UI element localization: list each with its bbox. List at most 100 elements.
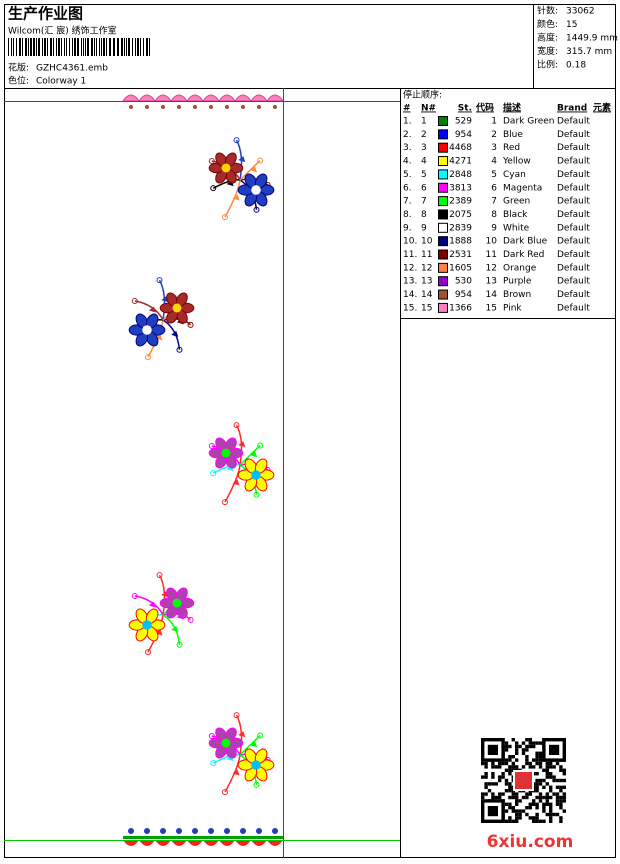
color-swatch [438,142,448,153]
qr-module [532,816,536,820]
qr-module [504,744,509,749]
stem [239,159,261,181]
brand: Default [557,170,590,180]
row-index: 6. [403,183,412,193]
band [219,836,235,839]
qr-module [501,761,505,766]
stem [147,319,164,358]
bar-stripe [143,38,144,56]
flower-center [221,448,231,458]
qr-module [515,809,519,813]
qr-module [518,812,522,817]
needle: 2 [421,130,427,140]
qr-module [559,799,563,803]
scallop [139,840,155,846]
qr-module [549,761,553,766]
bar-stripe [13,38,14,56]
qr-module [559,768,563,772]
qr-module [535,741,539,745]
qr-module [481,792,485,796]
qr-module [528,765,532,769]
flower-center [251,185,261,195]
bead [145,105,149,109]
qr-module [504,758,509,762]
stitches: 2848 [449,170,472,180]
qr-module [521,741,526,745]
qr-module [484,761,488,766]
qr-module [491,765,495,769]
qr-module [498,795,502,800]
qr-module [555,802,560,806]
band [155,836,171,839]
needle: 12 [421,263,432,273]
qr-module [528,802,532,806]
stitches: 2531 [449,250,472,260]
qr-finder [487,744,498,755]
stem [224,754,241,793]
qr-module [508,806,512,810]
leaf [238,441,246,448]
bar-stripe [61,38,62,56]
bead [176,828,182,834]
color-swatch [438,196,448,207]
qr-module [521,748,526,752]
curl [233,137,240,144]
bar-stripe [94,38,95,56]
row-index: 7. [403,197,412,207]
qr-module [535,761,539,766]
column-header: 描述 [503,102,521,114]
qr-module [545,775,549,779]
qr-module [535,806,539,810]
stem [134,595,164,616]
qr-module [532,741,536,745]
qr-module [487,782,492,786]
frame [4,4,616,858]
color-swatch [438,222,448,233]
leaf [171,625,179,632]
column-header: 元素 [593,102,611,114]
qr-module [504,778,509,783]
description: Purple [503,277,532,287]
qr-module [515,799,519,803]
stamp [515,772,532,789]
qr-module [481,795,485,800]
scallop [187,840,203,846]
curl [210,760,217,767]
qr-module [538,751,543,755]
stitches: 954 [455,290,472,300]
qr-module [559,816,563,820]
qr-module [532,765,536,769]
code: 7 [491,197,497,207]
qr-module [538,758,543,762]
info-label: 针数: [537,5,558,17]
color-swatch [438,209,448,220]
qr-module [549,795,553,800]
stitches: 954 [455,130,472,140]
qr-module [535,751,539,755]
code: 10 [486,237,498,247]
qr-module [518,744,522,749]
stem [134,300,164,321]
qr-module [498,775,502,779]
qr-module [555,795,560,800]
info-label: 宽度: [537,45,558,57]
qr-module [538,741,543,745]
bar-stripe [146,38,148,56]
color-swatch [438,169,448,180]
needle: 15 [421,303,432,313]
qr-module [511,806,515,810]
bead [225,105,229,109]
description: Blue [503,130,523,140]
info-label: 颜色: [537,18,558,30]
qr-module [552,765,556,769]
qr-module [525,761,529,766]
curl [176,346,183,353]
band [267,836,283,839]
brand: Default [557,263,590,273]
stem [162,614,181,645]
qr-module [549,789,553,793]
qr-module [484,782,488,786]
qr-module [538,799,543,803]
